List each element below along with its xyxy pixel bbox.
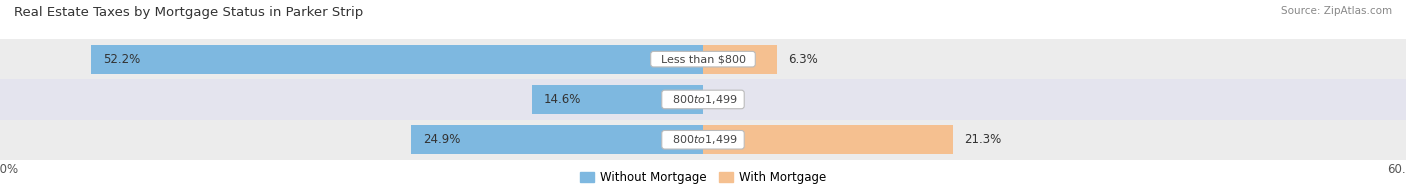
Text: $800 to $1,499: $800 to $1,499 <box>665 133 741 146</box>
Bar <box>0 79 1406 120</box>
Legend: Without Mortgage, With Mortgage: Without Mortgage, With Mortgage <box>575 167 831 189</box>
Text: 24.9%: 24.9% <box>423 133 460 146</box>
Text: 52.2%: 52.2% <box>103 53 141 66</box>
Bar <box>531 85 703 114</box>
Text: Less than $800: Less than $800 <box>654 54 752 64</box>
Text: Real Estate Taxes by Mortgage Status in Parker Strip: Real Estate Taxes by Mortgage Status in … <box>14 6 363 19</box>
Text: Source: ZipAtlas.com: Source: ZipAtlas.com <box>1281 6 1392 16</box>
Bar <box>91 45 703 74</box>
Bar <box>0 39 1406 79</box>
Text: 14.6%: 14.6% <box>544 93 581 106</box>
Text: 21.3%: 21.3% <box>965 133 1001 146</box>
Text: 6.3%: 6.3% <box>789 53 818 66</box>
Bar <box>703 45 778 74</box>
Text: 0.0%: 0.0% <box>714 93 744 106</box>
Bar <box>0 120 1406 160</box>
Text: $800 to $1,499: $800 to $1,499 <box>665 93 741 106</box>
Bar <box>412 125 703 154</box>
Bar <box>703 125 953 154</box>
